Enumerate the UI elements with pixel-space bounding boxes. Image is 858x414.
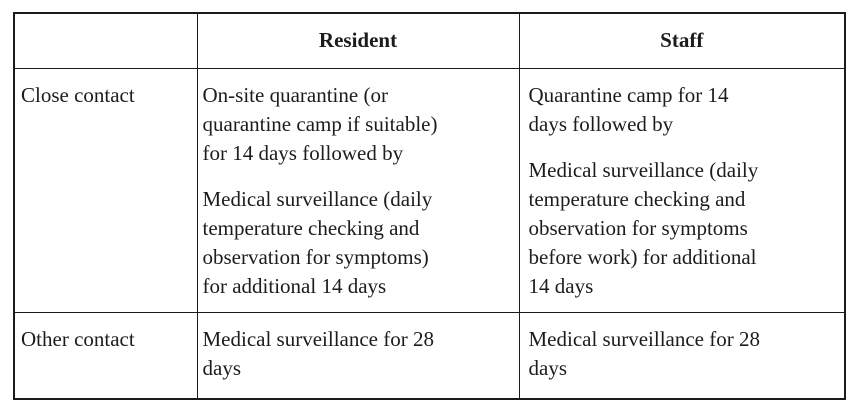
cell-other-contact-staff: Medical surveillance for 28 days	[518, 311, 846, 400]
column-header-resident: Resident	[196, 12, 520, 69]
paragraph-surveillance-28-resident: Medical surveillance for 28 days	[202, 326, 435, 380]
paragraph-medical-surveillance-staff: Medical surveillance (daily temperature …	[528, 157, 759, 298]
cell-other-contact-resident: Medical surveillance for 28 days	[196, 311, 520, 400]
column-header-staff: Staff	[518, 12, 846, 69]
table-row-close-contact: Close contact On-site quarantine (or qua…	[13, 67, 846, 313]
cell-close-contact-staff: Quarantine camp for 14 days followed by …	[518, 67, 846, 313]
table-header-row: Resident Staff	[13, 12, 846, 69]
quarantine-measures-table: Resident Staff Close contact On-site qua…	[13, 12, 846, 400]
row-label-other-contact: Other contact	[13, 311, 198, 400]
paragraph-onsite-quarantine: On-site quarantine (or quarantine camp i…	[202, 82, 438, 165]
paragraph-surveillance-28-staff: Medical surveillance for 28 days	[528, 326, 761, 380]
document-page: Resident Staff Close contact On-site qua…	[13, 12, 846, 400]
corner-header-cell	[13, 12, 198, 69]
table-row-other-contact: Other contact Medical surveillance for 2…	[13, 311, 846, 400]
row-label-close-contact: Close contact	[13, 67, 198, 313]
cell-close-contact-resident: On-site quarantine (or quarantine camp i…	[196, 67, 520, 313]
paragraph-medical-surveillance-resident: Medical surveillance (daily temperature …	[202, 186, 433, 298]
paragraph-quarantine-camp: Quarantine camp for 14 days followed by	[528, 82, 729, 136]
